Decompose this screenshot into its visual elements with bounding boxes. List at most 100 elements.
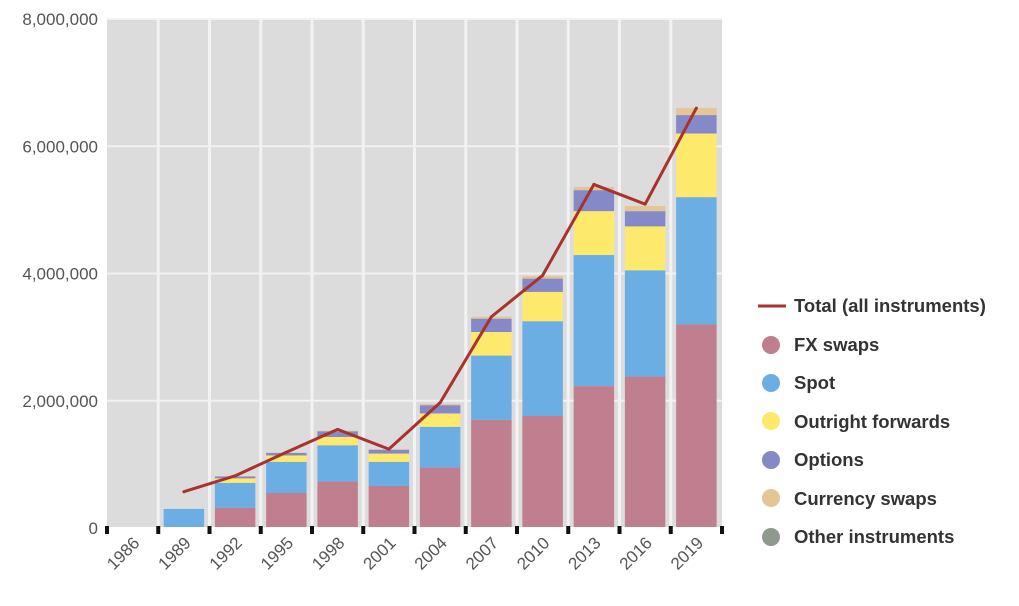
line-point-total-2016[interactable] bbox=[643, 202, 647, 206]
x-tick-mark bbox=[566, 526, 571, 534]
bar-segment-options-1998[interactable] bbox=[317, 431, 358, 438]
bar-segment-outright-forwards-2004[interactable] bbox=[419, 413, 461, 427]
bar-segment-spot-2013[interactable] bbox=[573, 255, 615, 387]
bar-segment-fx-swaps-2013[interactable] bbox=[573, 386, 615, 528]
legend-item-other-instruments[interactable]: Other instruments bbox=[762, 526, 954, 547]
bar-segment-fx-swaps-1992[interactable] bbox=[214, 507, 256, 528]
legend-swatch-outright-forwards bbox=[762, 412, 780, 430]
bar-segment-fx-swaps-2016[interactable] bbox=[624, 376, 666, 528]
legend-item-currency-swaps[interactable]: Currency swaps bbox=[762, 488, 937, 509]
legend-swatch-spot bbox=[762, 374, 780, 392]
bar-segment-outright-forwards-2019[interactable] bbox=[676, 133, 717, 198]
x-tick-label: 2004 bbox=[411, 533, 451, 573]
bar-segment-spot-2004[interactable] bbox=[419, 426, 461, 468]
x-tick-mark bbox=[412, 526, 417, 534]
bar-segment-options-2019[interactable] bbox=[676, 115, 717, 134]
bar-segment-spot-1989[interactable] bbox=[163, 508, 205, 528]
y-tick-label: 2,000,000 bbox=[22, 392, 98, 411]
bar-segment-spot-1998[interactable] bbox=[317, 445, 358, 482]
legend-swatch-fx-swaps bbox=[762, 336, 780, 354]
bar-segment-fx-swaps-2004[interactable] bbox=[419, 467, 461, 528]
x-tick-label: 2013 bbox=[565, 533, 605, 573]
x-tick-label: 2001 bbox=[360, 533, 400, 573]
bar-segment-options-2007[interactable] bbox=[471, 318, 512, 333]
bar-segment-currency-swaps-2019[interactable] bbox=[676, 108, 717, 116]
line-point-total-2019[interactable] bbox=[694, 106, 698, 110]
bar-segment-outright-forwards-1995[interactable] bbox=[266, 455, 307, 462]
line-point-total-1995[interactable] bbox=[284, 450, 288, 454]
bar-segment-fx-swaps-2019[interactable] bbox=[676, 324, 717, 528]
x-tick-label: 1989 bbox=[155, 533, 195, 573]
bar-segment-outright-forwards-2007[interactable] bbox=[471, 332, 512, 356]
bar-segment-outright-forwards-1998[interactable] bbox=[317, 437, 358, 446]
line-point-total-2010[interactable] bbox=[541, 273, 545, 277]
legend-swatch-currency-swaps bbox=[762, 489, 780, 507]
legend-label-total: Total (all instruments) bbox=[794, 295, 986, 316]
x-tick-mark bbox=[310, 526, 314, 534]
bar-segment-outright-forwards-2013[interactable] bbox=[573, 211, 615, 256]
y-tick-label: 0 bbox=[89, 519, 98, 538]
bar-segment-currency-swaps-2016[interactable] bbox=[624, 206, 666, 212]
bar-segment-options-2016[interactable] bbox=[624, 211, 666, 227]
x-tick-label: 2007 bbox=[462, 533, 502, 573]
y-axis-ticks: 0 2,000,000 4,000,000 6,000,000 8,000,000 bbox=[22, 10, 98, 538]
bar-segment-spot-2016[interactable] bbox=[624, 270, 666, 377]
bar-segment-spot-2010[interactable] bbox=[522, 321, 563, 417]
legend-item-fx-swaps[interactable]: FX swaps bbox=[762, 334, 879, 355]
x-tick-label: 1998 bbox=[308, 533, 348, 573]
legend-label-other-instruments: Other instruments bbox=[794, 526, 954, 547]
x-tick-label: 1995 bbox=[257, 533, 297, 573]
bar-segment-outright-forwards-2016[interactable] bbox=[624, 226, 666, 271]
bar-segment-spot-1992[interactable] bbox=[214, 482, 256, 508]
bar-segment-spot-2001[interactable] bbox=[368, 461, 410, 487]
y-tick-label: 8,000,000 bbox=[22, 10, 98, 29]
y-tick-label: 6,000,000 bbox=[22, 137, 98, 156]
x-tick-mark bbox=[463, 526, 468, 534]
bar-segment-outright-forwards-1992[interactable] bbox=[214, 478, 256, 483]
x-tick-mark bbox=[617, 526, 622, 534]
bar-segment-options-1992[interactable] bbox=[214, 476, 256, 479]
line-point-total-2004[interactable] bbox=[438, 401, 442, 405]
bar-segment-fx-swaps-1998[interactable] bbox=[317, 481, 358, 528]
legend-item-options[interactable]: Options bbox=[762, 449, 864, 470]
legend-item-outright-forwards[interactable]: Outright forwards bbox=[762, 411, 950, 432]
bar-segment-fx-swaps-1995[interactable] bbox=[266, 493, 307, 528]
bar-segment-spot-1995[interactable] bbox=[266, 461, 307, 494]
legend-item-total[interactable]: Total (all instruments) bbox=[758, 295, 986, 316]
x-tick-label: 2019 bbox=[667, 533, 707, 573]
legend-swatch-options bbox=[762, 451, 780, 469]
bar-segment-fx-swaps-2001[interactable] bbox=[368, 486, 410, 528]
bar-segment-outright-forwards-2010[interactable] bbox=[522, 291, 563, 322]
line-point-total-1998[interactable] bbox=[336, 427, 340, 431]
bar-segment-spot-2019[interactable] bbox=[676, 197, 717, 325]
legend-label-currency-swaps: Currency swaps bbox=[794, 488, 937, 509]
x-tick-label: 1992 bbox=[206, 533, 246, 573]
x-tick-mark bbox=[156, 526, 161, 534]
x-tick-mark bbox=[720, 526, 724, 534]
x-tick-label: 2016 bbox=[616, 533, 656, 573]
legend-label-spot: Spot bbox=[794, 372, 835, 393]
x-tick-label: 2010 bbox=[513, 533, 553, 573]
line-point-total-2013[interactable] bbox=[592, 182, 596, 186]
bar-segment-currency-swaps-2013[interactable] bbox=[573, 186, 615, 191]
line-point-total-2007[interactable] bbox=[489, 315, 493, 319]
x-tick-label: 1986 bbox=[103, 533, 143, 573]
bar-segment-spot-2007[interactable] bbox=[471, 355, 512, 420]
bar-segment-fx-swaps-2010[interactable] bbox=[522, 416, 563, 528]
bar-segment-options-2001[interactable] bbox=[368, 449, 410, 454]
bar-segment-fx-swaps-2007[interactable] bbox=[471, 419, 512, 528]
legend-item-spot[interactable]: Spot bbox=[762, 372, 835, 393]
bar-segment-outright-forwards-2001[interactable] bbox=[368, 453, 410, 462]
legend-label-options: Options bbox=[794, 449, 864, 470]
line-point-total-1989[interactable] bbox=[182, 490, 186, 494]
legend-swatch-other-instruments bbox=[762, 528, 780, 546]
line-point-total-1992[interactable] bbox=[233, 474, 237, 478]
bar-segment-options-2004[interactable] bbox=[419, 405, 461, 414]
x-tick-mark bbox=[105, 526, 109, 534]
grid-lines bbox=[107, 18, 722, 528]
legend: Total (all instruments) FX swaps Spot Ou… bbox=[758, 295, 986, 547]
line-point-total-2001[interactable] bbox=[387, 447, 391, 451]
bar-segment-options-2013[interactable] bbox=[573, 190, 615, 212]
bar-segment-options-1995[interactable] bbox=[266, 452, 307, 456]
